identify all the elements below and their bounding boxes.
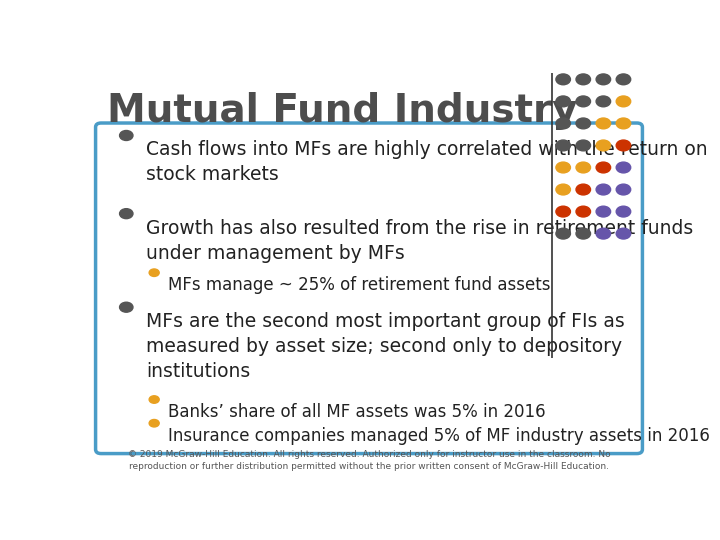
Text: Banks’ share of all MF assets was 5% in 2016: Banks’ share of all MF assets was 5% in … — [168, 403, 546, 421]
Circle shape — [576, 162, 590, 173]
Circle shape — [556, 96, 570, 107]
Circle shape — [596, 96, 611, 107]
Circle shape — [596, 74, 611, 85]
Circle shape — [120, 208, 133, 219]
Circle shape — [556, 140, 570, 151]
Circle shape — [576, 206, 590, 217]
Circle shape — [149, 396, 159, 403]
Circle shape — [556, 228, 570, 239]
Circle shape — [556, 184, 570, 195]
Text: MFs manage ~ 25% of retirement fund assets: MFs manage ~ 25% of retirement fund asse… — [168, 276, 551, 294]
Circle shape — [149, 269, 159, 276]
Circle shape — [616, 206, 631, 217]
Circle shape — [576, 228, 590, 239]
Circle shape — [576, 140, 590, 151]
Circle shape — [556, 206, 570, 217]
Circle shape — [576, 118, 590, 129]
Circle shape — [616, 74, 631, 85]
Circle shape — [596, 206, 611, 217]
Circle shape — [596, 118, 611, 129]
Text: Growth has also resulted from the rise in retirement funds
under management by M: Growth has also resulted from the rise i… — [145, 219, 693, 262]
Circle shape — [596, 140, 611, 151]
Circle shape — [556, 118, 570, 129]
Circle shape — [616, 162, 631, 173]
Text: Mutual Fund Industry: Mutual Fund Industry — [107, 92, 577, 130]
Circle shape — [576, 96, 590, 107]
Circle shape — [576, 184, 590, 195]
Circle shape — [596, 162, 611, 173]
FancyBboxPatch shape — [96, 123, 642, 454]
Circle shape — [576, 74, 590, 85]
Text: Cash flows into MFs are highly correlated with the return on
stock markets: Cash flows into MFs are highly correlate… — [145, 140, 708, 185]
Text: Insurance companies managed 5% of MF industry assets in 2016: Insurance companies managed 5% of MF ind… — [168, 427, 710, 444]
Circle shape — [616, 96, 631, 107]
Circle shape — [120, 302, 133, 312]
Circle shape — [616, 118, 631, 129]
Text: © 2019 McGraw-Hill Education. All rights reserved. Authorized only for instructo: © 2019 McGraw-Hill Education. All rights… — [127, 450, 611, 471]
Circle shape — [616, 184, 631, 195]
Circle shape — [596, 228, 611, 239]
Circle shape — [556, 162, 570, 173]
Circle shape — [616, 228, 631, 239]
Circle shape — [149, 420, 159, 427]
Circle shape — [596, 184, 611, 195]
Text: MFs are the second most important group of FIs as
measured by asset size; second: MFs are the second most important group … — [145, 312, 624, 381]
Circle shape — [556, 74, 570, 85]
Circle shape — [120, 131, 133, 140]
Circle shape — [616, 140, 631, 151]
